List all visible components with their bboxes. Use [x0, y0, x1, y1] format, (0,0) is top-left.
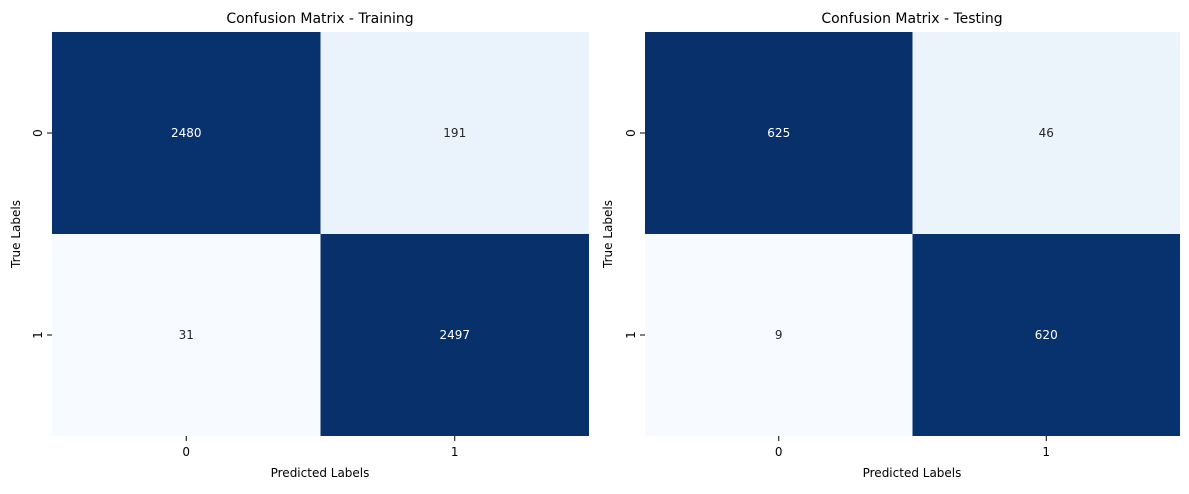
cell-value-label-0-0: 2480	[171, 126, 202, 140]
y-axis-label: True Labels	[601, 200, 615, 269]
testing-confusion-matrix: Confusion Matrix - Testing 625 46 9 620 0 1 0 1…	[601, 11, 1180, 480]
y-tick-label-0: 0	[31, 129, 45, 137]
cell-value-label-1-0: 31	[179, 328, 194, 342]
cell-value-label-1-1: 2497	[439, 328, 470, 342]
x-tick-label-1: 1	[451, 445, 459, 459]
heatmap-cell-1-1	[912, 234, 1180, 436]
x-tick-label-0: 0	[775, 445, 783, 459]
heatmap-cell-0-1	[320, 32, 589, 234]
y-tick-label-1: 1	[624, 331, 638, 339]
heatmap-cell-1-1	[320, 234, 589, 436]
chart-title: Confusion Matrix - Training	[226, 11, 413, 27]
heatmap-cell-0-0	[645, 32, 913, 234]
x-axis-label: Predicted Labels	[863, 466, 962, 480]
heatmap-cell-1-0	[645, 234, 913, 436]
cell-value-label-1-0: 9	[775, 328, 783, 342]
heatmap-cell-1-0	[52, 234, 321, 436]
heatmap-cell-0-0	[52, 32, 321, 234]
chart-title: Confusion Matrix - Testing	[821, 11, 1002, 27]
y-axis-label: True Labels	[9, 200, 23, 269]
cell-value-label-1-1: 620	[1035, 328, 1058, 342]
cell-value-label-0-1: 191	[443, 126, 466, 140]
cell-value-label-0-0: 625	[767, 126, 790, 140]
x-tick-label-0: 0	[182, 445, 190, 459]
training-confusion-matrix: Confusion Matrix - Training 2480 191 31 249…	[9, 11, 589, 480]
heatmap-cell-0-1	[912, 32, 1180, 234]
x-tick-label-1: 1	[1042, 445, 1050, 459]
x-axis-label: Predicted Labels	[271, 466, 370, 480]
y-tick-label-0: 0	[624, 129, 638, 137]
cell-value-label-0-1: 46	[1039, 126, 1054, 140]
y-tick-label-1: 1	[31, 331, 45, 339]
